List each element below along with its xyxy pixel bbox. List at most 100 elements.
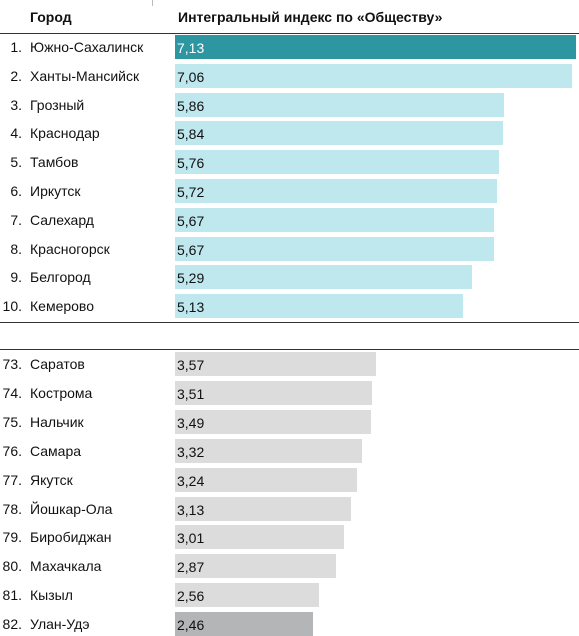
rank-number: 79.	[2, 529, 22, 545]
city-name: Белгород	[30, 269, 91, 285]
rank-number: 2.	[10, 68, 22, 84]
city-name: Ханты-Мансийск	[30, 68, 140, 84]
table-row: 8. Красногорск 5,67	[0, 237, 579, 261]
table-row: 73. Саратов 3,57	[0, 352, 579, 376]
table-row: 78. Йошкар-Ола 3,13	[0, 497, 579, 521]
table-row: 9. Белгород 5,29	[0, 265, 579, 289]
index-bar	[175, 294, 463, 318]
index-value-label: 3,51	[177, 386, 205, 402]
index-bar	[175, 525, 344, 549]
table-header: Город Интегральный индекс по «Обществу»	[0, 0, 579, 33]
index-value-label: 3,49	[177, 415, 205, 431]
index-bar	[175, 64, 572, 88]
index-value-label: 5,76	[177, 155, 205, 171]
index-value-label: 5,67	[177, 242, 205, 258]
city-name: Якутск	[30, 472, 73, 488]
rank-number: 76.	[2, 443, 22, 459]
index-value-label: 2,56	[177, 588, 205, 604]
table-row: 75. Нальчик 3,49	[0, 410, 579, 434]
table-row: 2. Ханты-Мансийск 7,06	[0, 64, 579, 88]
table-row: 4. Краснодар 5,84	[0, 121, 579, 145]
city-name: Кызыл	[30, 587, 73, 603]
city-name: Салехард	[30, 212, 94, 228]
rank-number: 4.	[10, 125, 22, 141]
index-bar	[175, 410, 371, 434]
index-bar	[175, 612, 313, 636]
index-bar	[175, 439, 362, 463]
city-name: Южно-Сахалинск	[30, 39, 144, 55]
city-name: Красногорск	[30, 241, 110, 257]
index-bar	[175, 265, 472, 289]
city-name: Самара	[30, 443, 82, 459]
rank-number: 73.	[2, 356, 22, 372]
table-row: 74. Кострома 3,51	[0, 381, 579, 405]
rank-number: 75.	[2, 414, 22, 430]
table-row: 76. Самара 3,32	[0, 439, 579, 463]
rank-number: 77.	[2, 472, 22, 488]
group-separator-top	[0, 322, 579, 323]
rank-number: 80.	[2, 558, 22, 574]
index-value-label: 3,24	[177, 473, 205, 489]
table-row: 81. Кызыл 2,56	[0, 583, 579, 607]
city-name: Грозный	[30, 97, 85, 113]
rank-number: 78.	[2, 501, 22, 517]
index-value-label: 5,67	[177, 213, 205, 229]
table-row: 7. Салехард 5,67	[0, 208, 579, 232]
city-name: Краснодар	[30, 125, 100, 141]
rank-number: 3.	[10, 97, 22, 113]
group-separator-bottom	[0, 349, 579, 350]
city-name: Йошкар-Ола	[30, 501, 113, 517]
index-bar	[175, 583, 319, 607]
table-row: 3. Грозный 5,86	[0, 93, 579, 117]
rank-number: 10.	[2, 298, 22, 314]
index-bar	[175, 381, 372, 405]
city-name: Кемерово	[30, 298, 94, 314]
index-value-label: 3,57	[177, 357, 205, 373]
index-value-label: 3,01	[177, 530, 205, 546]
table-row: 79. Биробиджан 3,01	[0, 525, 579, 549]
rank-number: 74.	[2, 385, 22, 401]
index-bar	[175, 237, 494, 261]
index-bar	[175, 208, 494, 232]
city-name: Саратов	[30, 356, 85, 372]
city-name: Махачкала	[30, 558, 102, 574]
table-row: 5. Тамбов 5,76	[0, 150, 579, 174]
city-column-header: Город	[30, 9, 72, 25]
rank-number: 8.	[10, 241, 22, 257]
index-value-label: 3,13	[177, 502, 205, 518]
index-value-label: 5,84	[177, 126, 205, 142]
index-bar	[175, 352, 376, 376]
city-name: Тамбов	[30, 154, 79, 170]
index-value-label: 5,13	[177, 299, 205, 315]
index-column-header: Интегральный индекс по «Обществу»	[178, 9, 443, 25]
index-bar	[175, 150, 499, 174]
index-bar	[175, 554, 336, 578]
table-row: 6. Иркутск 5,72	[0, 179, 579, 203]
index-bar	[175, 179, 497, 203]
header-divider	[152, 0, 153, 6]
rank-number: 82.	[2, 616, 22, 632]
city-name: Нальчик	[30, 414, 84, 430]
rank-number: 9.	[10, 269, 22, 285]
rank-number: 7.	[10, 212, 22, 228]
index-bar	[175, 497, 351, 521]
index-bar	[175, 93, 504, 117]
rank-number: 6.	[10, 183, 22, 199]
table-row: 1. Южно-Сахалинск 7,13	[0, 35, 579, 59]
table-row: 82. Улан-Удэ 2,46	[0, 612, 579, 636]
index-value-label: 5,29	[177, 270, 205, 286]
index-value-label: 2,87	[177, 559, 205, 575]
city-name: Кострома	[30, 385, 93, 401]
index-bar	[175, 121, 503, 145]
city-name: Улан-Удэ	[30, 616, 90, 632]
index-value-label: 7,06	[177, 69, 205, 85]
rank-number: 1.	[10, 39, 22, 55]
table-row: 10. Кемерово 5,13	[0, 294, 579, 318]
index-value-label: 5,86	[177, 98, 205, 114]
index-bar	[175, 468, 357, 492]
header-rule	[0, 33, 579, 34]
rank-number: 5.	[10, 154, 22, 170]
city-name: Биробиджан	[30, 529, 112, 545]
table-row: 77. Якутск 3,24	[0, 468, 579, 492]
index-bar	[175, 35, 576, 59]
